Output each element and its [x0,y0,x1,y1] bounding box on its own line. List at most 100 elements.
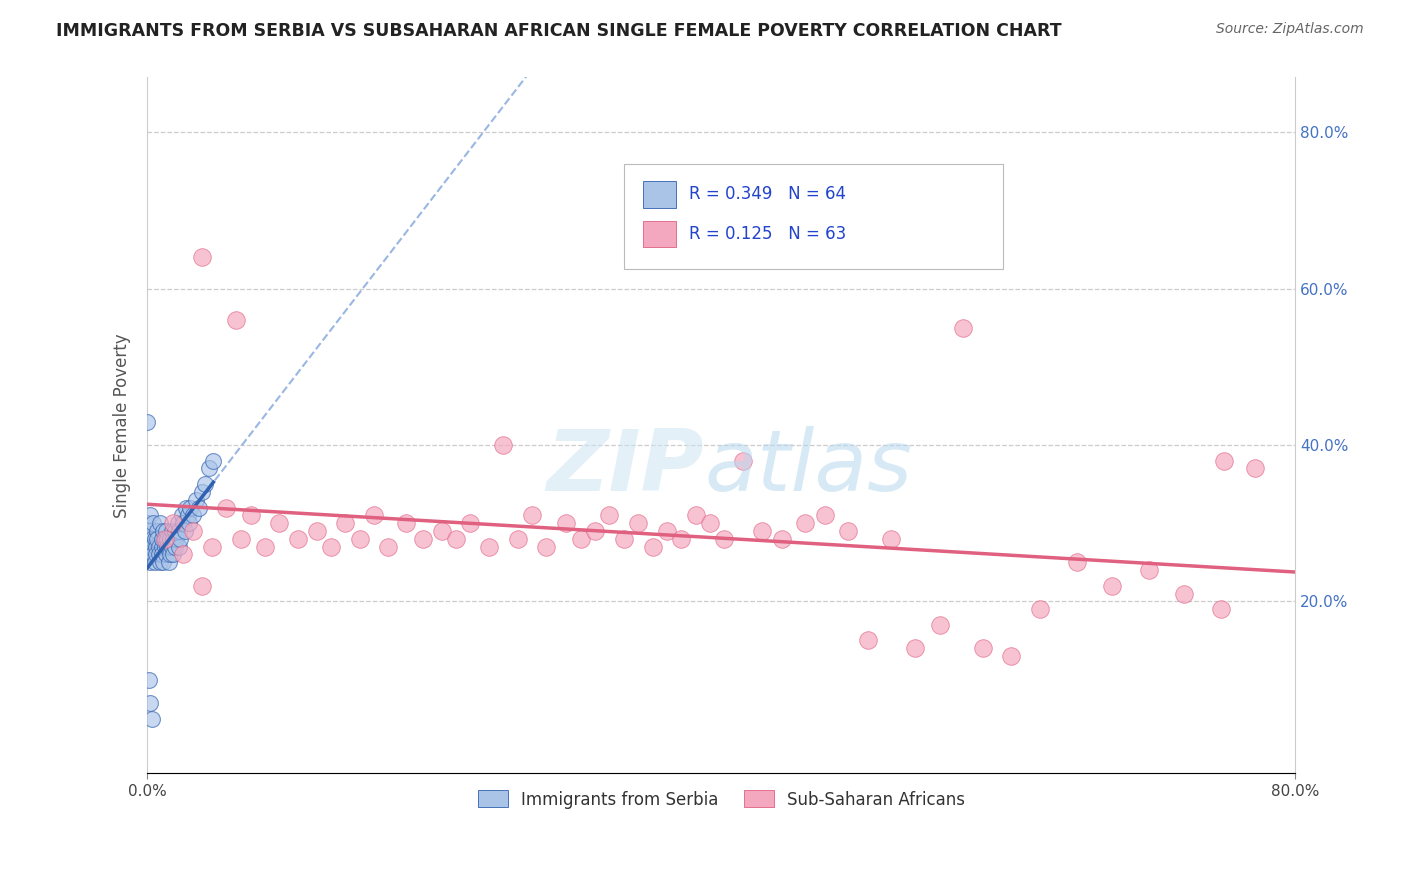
Point [229,532,252,546]
Text: R = 0.349   N = 64: R = 0.349 N = 64 [689,186,846,203]
Point [150,532,173,546]
Point [166,516,188,531]
Point [174,500,197,515]
Point [155,548,177,562]
Point [305,524,328,538]
Point [160,540,183,554]
Point [136,516,159,531]
Point [254,540,277,554]
Point [837,524,859,538]
Point [1000,649,1022,664]
Text: Source: ZipAtlas.com: Source: ZipAtlas.com [1216,22,1364,37]
Point [169,532,191,546]
Point [1066,555,1088,569]
Point [188,500,211,515]
Point [172,548,194,562]
Point [159,532,181,546]
Point [377,540,399,554]
Point [142,548,165,562]
Point [141,540,163,554]
Point [142,516,165,531]
Point [458,516,481,531]
Point [139,508,162,523]
Point [141,712,163,726]
Point [492,438,515,452]
Point [194,477,217,491]
Point [444,532,467,546]
Text: R = 0.125   N = 63: R = 0.125 N = 63 [689,225,846,243]
Point [215,500,238,515]
Point [699,516,721,531]
Point [201,540,224,554]
Point [880,532,903,546]
Point [972,641,994,656]
Point [157,540,180,554]
Point [685,508,707,523]
Point [163,524,186,538]
Point [770,532,793,546]
Point [363,508,385,523]
Y-axis label: Single Female Poverty: Single Female Poverty [114,333,131,517]
Point [139,696,162,710]
Point [191,250,214,264]
Point [287,532,309,546]
Point [148,548,170,562]
Point [136,540,159,554]
Point [177,516,200,531]
Point [148,540,170,554]
Point [136,415,159,429]
Point [239,508,262,523]
Point [153,532,176,546]
Point [191,484,214,499]
Point [139,555,162,569]
Point [163,540,186,554]
Point [713,532,735,546]
Point [141,532,163,546]
Point [150,540,173,554]
FancyBboxPatch shape [644,181,675,208]
Point [1029,602,1052,616]
Point [202,453,225,467]
Point [162,516,184,531]
Point [225,313,247,327]
Point [167,540,190,554]
Point [793,516,815,531]
Point [641,540,664,554]
Point [928,618,950,632]
Point [1101,579,1123,593]
Point [671,532,693,546]
Point [170,508,193,523]
Point [478,540,501,554]
Point [176,508,198,523]
Point [731,453,754,467]
Point [138,524,160,538]
Point [181,508,204,523]
Point [153,540,176,554]
Point [162,532,184,546]
Point [138,673,160,687]
Point [598,508,620,523]
Point [904,641,927,656]
Point [1244,461,1267,475]
Point [1209,602,1232,616]
Point [156,532,179,546]
Point [149,555,172,569]
Point [856,633,879,648]
Point [156,540,179,554]
Point [613,532,636,546]
Point [153,532,176,546]
Point [149,516,172,531]
FancyBboxPatch shape [624,164,1002,268]
Point [157,555,180,569]
Text: atlas: atlas [704,425,912,508]
Point [349,532,371,546]
Point [152,555,174,569]
Point [520,508,543,523]
Text: IMMIGRANTS FROM SERBIA VS SUBSAHARAN AFRICAN SINGLE FEMALE POVERTY CORRELATION C: IMMIGRANTS FROM SERBIA VS SUBSAHARAN AFR… [56,22,1062,40]
Point [173,524,195,538]
Point [191,579,214,593]
Point [152,524,174,538]
Point [181,524,204,538]
Point [430,524,453,538]
Point [145,548,167,562]
